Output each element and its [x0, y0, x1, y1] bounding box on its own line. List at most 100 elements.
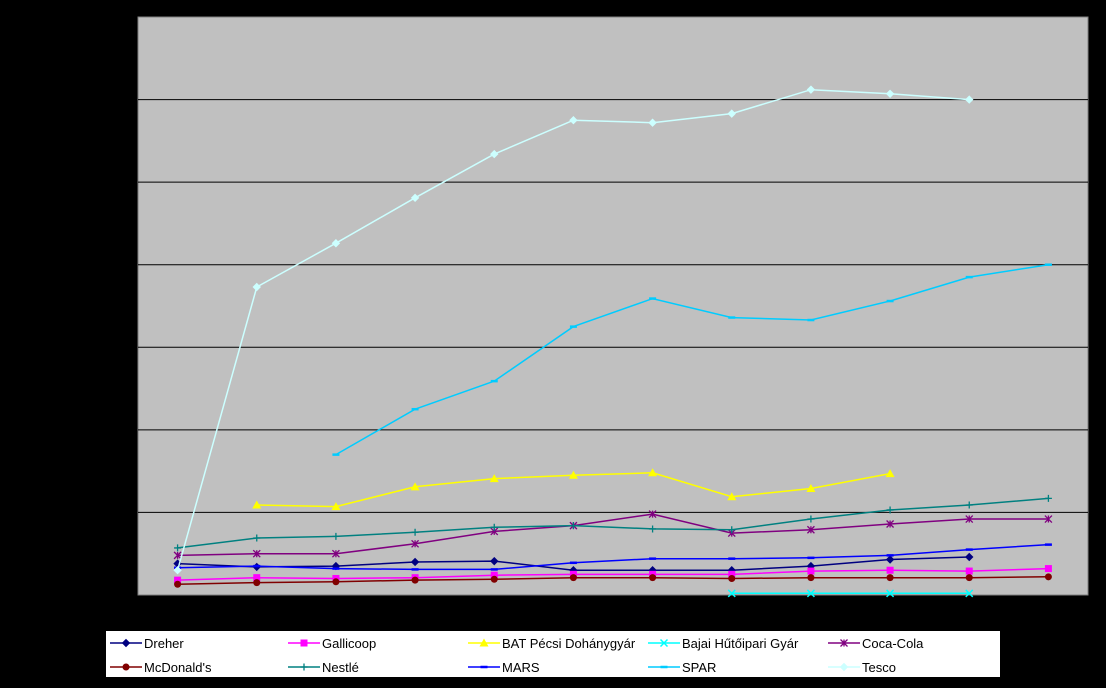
data-point — [965, 567, 973, 575]
data-point — [122, 663, 130, 671]
legend-item: McDonald's — [110, 656, 212, 678]
series-7 — [174, 543, 1052, 571]
series-line — [177, 543, 1049, 571]
legend-label: BAT Pécsi Dohánygyár — [502, 635, 636, 651]
data-point — [490, 556, 499, 566]
series-9 — [173, 85, 974, 575]
data-point — [965, 515, 974, 523]
legend-label: MARS — [502, 659, 540, 675]
data-point — [300, 663, 308, 671]
legend-item: Tesco — [828, 656, 896, 678]
data-point — [410, 482, 420, 491]
legend-item: BAT Pécsi Dohánygyár — [468, 632, 635, 654]
legend-swatch — [110, 638, 142, 648]
data-point — [331, 502, 341, 511]
data-point — [490, 149, 499, 159]
data-point — [649, 574, 657, 582]
data-point — [886, 566, 894, 574]
data-point — [886, 520, 895, 528]
data-point — [728, 526, 736, 534]
legend-swatch — [648, 665, 680, 669]
series-3 — [727, 589, 974, 598]
data-point — [885, 469, 895, 478]
data-point — [886, 574, 894, 582]
legend-swatch — [828, 662, 860, 672]
data-point — [648, 468, 658, 477]
data-point — [253, 534, 261, 542]
data-point — [806, 483, 816, 492]
legend-item: Gallicoop — [288, 632, 376, 654]
data-point — [806, 589, 815, 598]
legend-label: Bajai Hűtőipari Gyár — [682, 635, 799, 651]
data-point — [807, 567, 815, 575]
legend-label: Dreher — [144, 635, 184, 651]
data-point — [568, 470, 578, 479]
data-point — [886, 506, 894, 514]
legend-label: Coca-Cola — [862, 635, 924, 651]
data-point — [1044, 494, 1052, 502]
data-point — [1044, 515, 1053, 523]
series-8 — [332, 263, 1052, 456]
series-line — [177, 497, 1049, 549]
data-point — [410, 557, 420, 567]
legend-label: Tesco — [862, 659, 896, 675]
series-line — [177, 576, 1049, 586]
legend-swatch — [828, 639, 860, 647]
series-line — [335, 263, 1049, 456]
data-point — [253, 574, 261, 582]
data-point — [569, 574, 577, 582]
data-point — [411, 528, 419, 536]
series-5 — [174, 573, 1052, 588]
line-chart — [137, 16, 1089, 598]
series-line — [177, 567, 1049, 581]
data-point — [569, 116, 578, 125]
data-point — [411, 539, 420, 548]
data-point — [490, 571, 498, 579]
data-point — [490, 523, 498, 531]
legend-swatch — [468, 638, 500, 647]
data-point — [840, 639, 848, 647]
data-point — [410, 193, 420, 203]
data-point — [121, 638, 131, 648]
data-point — [1044, 573, 1052, 581]
data-point — [807, 574, 815, 582]
series-lines — [173, 85, 1053, 598]
data-point — [649, 525, 657, 533]
data-point — [727, 492, 737, 501]
legend-item: Coca-Cola — [828, 632, 923, 654]
data-point — [490, 575, 498, 583]
data-point — [300, 639, 308, 647]
plot-area — [137, 16, 1089, 596]
series-line — [177, 513, 1049, 557]
data-point — [727, 589, 736, 598]
legend-item: Dreher — [110, 632, 184, 654]
data-point — [886, 589, 895, 598]
legend-swatch — [468, 665, 500, 669]
series-4 — [173, 510, 1053, 560]
data-point — [479, 638, 489, 647]
data-point — [253, 579, 261, 587]
data-point — [252, 500, 262, 509]
data-point — [173, 551, 182, 560]
legend-swatch — [288, 639, 320, 647]
data-point — [806, 525, 815, 534]
data-point — [648, 118, 657, 127]
data-point — [252, 282, 261, 292]
data-point — [1044, 565, 1052, 573]
data-point — [174, 544, 182, 552]
data-point — [728, 570, 736, 578]
data-point — [965, 574, 973, 582]
legend-item: MARS — [468, 656, 540, 678]
data-point — [331, 549, 340, 558]
data-point — [332, 532, 340, 540]
data-point — [885, 555, 895, 564]
data-point — [659, 638, 669, 648]
series-6 — [174, 494, 1052, 552]
data-point — [489, 474, 499, 483]
data-point — [807, 515, 815, 523]
data-point — [965, 95, 974, 104]
data-point — [174, 580, 182, 588]
legend: Dreher Gallicoop BAT Pécsi Dohánygyár Bajai… — [105, 630, 1001, 678]
data-point — [965, 589, 974, 598]
data-point — [965, 501, 973, 509]
